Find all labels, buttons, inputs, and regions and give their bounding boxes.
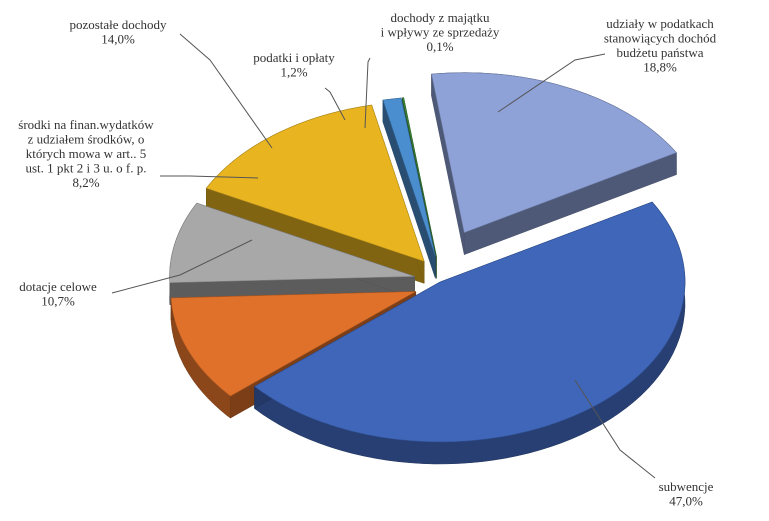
category-label-podatki-i-oplaty: podatki i opłaty — [253, 50, 335, 65]
category-label-srodki-na-finansowanie: ust. 1 pkt 2 i 3 u. o f. p. — [26, 161, 147, 176]
value-label-pozostale-dochody: 14,0% — [101, 32, 135, 47]
category-label-subwencje: subwencje — [659, 479, 714, 494]
pie-slice-dochody-z-majatku — [401, 97, 437, 257]
leader-line-dochody-z-majatku — [364, 57, 371, 129]
value-label-udzialy-w-podatkach: 18,8% — [643, 60, 677, 75]
leader-line-pozostale-dochody — [179, 33, 273, 149]
category-label-srodki-na-finansowanie: z udziałem środków, o — [28, 132, 145, 147]
category-label-dochody-z-majatku: dochody z majątku — [391, 10, 490, 25]
pie-slice-subwencje — [253, 201, 686, 443]
leader-line-podatki-i-oplaty — [324, 87, 346, 121]
leader-line-srodki-na-finansowanie — [160, 175, 259, 179]
category-label-udzialy-w-podatkach: budżetu państwa — [616, 45, 703, 60]
category-label-udzialy-w-podatkach: udziały w podatkach — [606, 16, 714, 31]
category-label-dotacje-celowe: dotacje celowe — [19, 279, 97, 294]
pie-slice-srodki-na-finansowanie — [169, 202, 415, 284]
value-label-dochody-z-majatku: 0,1% — [426, 39, 453, 54]
pie-slice-pozostale-dochody — [205, 104, 425, 262]
category-label-srodki-na-finansowanie: środki na finan.wydatków — [18, 117, 154, 132]
category-label-srodki-na-finansowanie: których mowa w art.. 5 — [26, 146, 147, 161]
category-label-dochody-z-majatku: i wpływy ze sprzedaży — [381, 25, 500, 40]
pie-slice-dotacje-celowe — [170, 291, 416, 397]
value-label-srodki-na-finansowanie: 8,2% — [72, 175, 99, 190]
leader-line-udzialy-w-podatkach — [497, 53, 606, 113]
leader-line-dotacje-celowe — [111, 239, 253, 294]
category-label-udzialy-w-podatkach: stanowiących dochód — [604, 31, 717, 46]
pie-slice-udzialy-w-podatkach — [431, 72, 677, 234]
value-label-podatki-i-oplaty: 1,2% — [280, 65, 307, 80]
value-label-subwencje: 47,0% — [669, 494, 703, 509]
pie-slices — [169, 72, 686, 465]
leader-line-subwencje — [574, 379, 656, 479]
pie-slice-podatki-i-oplaty — [382, 97, 436, 257]
category-label-pozostale-dochody: pozostałe dochody — [69, 17, 167, 32]
value-label-dotacje-celowe: 10,7% — [41, 294, 75, 309]
